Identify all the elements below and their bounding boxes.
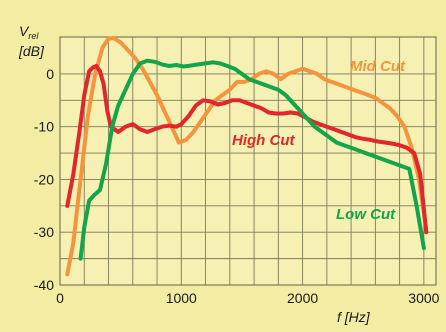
x-tick-label: 3000 [408,290,439,306]
series-label-high-cut: High Cut [232,132,295,149]
series-label-mid-cut: Mid Cut [350,58,406,75]
y-axis-unit: [dB] [18,43,45,59]
y-tick-label: -30 [34,224,54,240]
y-axis-label: Vrel [19,23,39,41]
y-tick-label: -40 [34,277,54,293]
y-tick-label: -10 [34,119,54,135]
y-axis-subscript: rel [28,31,39,41]
y-axis-symbol: V [19,23,30,39]
x-tick-label: 2000 [287,290,318,306]
x-axis-label: f [Hz] [337,309,371,325]
x-tick-label: 0 [56,290,64,306]
x-tick-label: 1000 [166,290,197,306]
series-layer [65,36,429,277]
series-line-low-cut [78,58,426,261]
tick-labels: 0 1000 2000 3000 0 -10 -20 -30 -40 [34,66,440,306]
series-line-mid-cut [65,36,428,277]
y-tick-label: -20 [34,171,54,187]
series-label-low-cut: Low Cut [336,206,396,223]
y-tick-label: 0 [46,66,54,82]
series-line-high-cut [65,64,429,235]
